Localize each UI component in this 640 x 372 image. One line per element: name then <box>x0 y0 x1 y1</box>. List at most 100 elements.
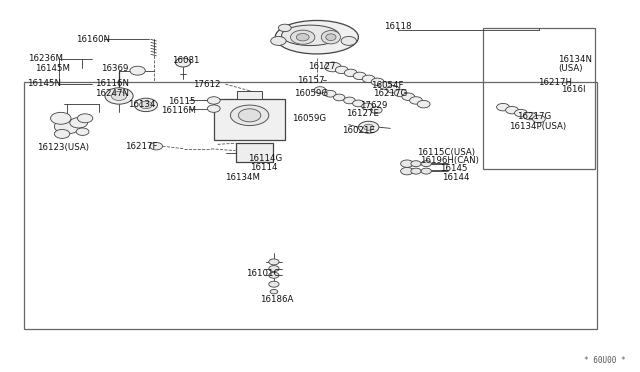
Text: 16157: 16157 <box>297 76 324 85</box>
Circle shape <box>51 112 71 124</box>
Text: 16116M: 16116M <box>161 106 196 115</box>
Text: 16134: 16134 <box>128 100 156 109</box>
Text: 16116N: 16116N <box>95 79 129 88</box>
Text: 16115: 16115 <box>168 97 195 106</box>
Text: 16134N: 16134N <box>558 55 592 64</box>
Text: 16145: 16145 <box>440 164 468 173</box>
Bar <box>237 91 262 99</box>
Text: 16059G: 16059G <box>294 89 328 98</box>
Circle shape <box>105 88 133 104</box>
Ellipse shape <box>275 20 358 54</box>
Circle shape <box>140 101 152 109</box>
Circle shape <box>417 100 430 108</box>
Text: 16114: 16114 <box>250 163 277 171</box>
Circle shape <box>207 105 220 112</box>
Bar <box>483 28 595 169</box>
Circle shape <box>411 168 421 174</box>
Text: 16247N: 16247N <box>95 89 129 98</box>
Circle shape <box>111 92 127 100</box>
Circle shape <box>362 75 375 83</box>
Circle shape <box>401 167 413 175</box>
Text: 16134P(USA): 16134P(USA) <box>509 122 566 131</box>
Text: 16196H(CAN): 16196H(CAN) <box>420 156 479 165</box>
Ellipse shape <box>291 30 315 44</box>
Circle shape <box>134 98 157 112</box>
Circle shape <box>207 97 220 104</box>
Circle shape <box>532 115 545 123</box>
Ellipse shape <box>326 34 336 41</box>
Circle shape <box>130 66 145 75</box>
Circle shape <box>314 87 326 93</box>
Circle shape <box>344 69 357 77</box>
Circle shape <box>278 24 291 32</box>
Circle shape <box>54 119 80 134</box>
Text: (USA): (USA) <box>558 64 582 73</box>
Circle shape <box>70 118 88 128</box>
Circle shape <box>515 109 527 117</box>
Circle shape <box>410 97 422 104</box>
Text: 16115C(USA): 16115C(USA) <box>417 148 476 157</box>
Text: 16134M: 16134M <box>225 173 260 182</box>
Circle shape <box>150 142 163 150</box>
Text: 16144: 16144 <box>442 173 470 182</box>
Circle shape <box>269 272 279 278</box>
Circle shape <box>269 266 279 272</box>
Text: 16217H: 16217H <box>538 78 572 87</box>
Text: 16217F: 16217F <box>125 142 158 151</box>
Circle shape <box>394 89 407 97</box>
Bar <box>24 82 597 329</box>
Ellipse shape <box>230 105 269 125</box>
Text: 16217G: 16217G <box>373 89 408 98</box>
Text: 16145M: 16145M <box>35 64 70 73</box>
Circle shape <box>269 281 279 287</box>
Circle shape <box>175 58 191 67</box>
Text: 16186A: 16186A <box>260 295 293 304</box>
Circle shape <box>364 124 374 130</box>
Circle shape <box>379 82 392 89</box>
Text: 16059G: 16059G <box>292 114 326 123</box>
Text: 16127E: 16127E <box>346 109 379 118</box>
Circle shape <box>421 168 431 174</box>
Circle shape <box>387 86 399 93</box>
Circle shape <box>76 128 89 135</box>
Bar <box>236 143 273 162</box>
Ellipse shape <box>239 109 261 122</box>
Circle shape <box>344 97 355 104</box>
Circle shape <box>497 103 509 111</box>
Text: 17629: 17629 <box>360 101 388 110</box>
Bar <box>214 99 285 140</box>
Text: 17612: 17612 <box>193 80 221 89</box>
Circle shape <box>271 36 286 45</box>
Text: 16236M: 16236M <box>28 54 63 62</box>
Circle shape <box>358 121 379 133</box>
Circle shape <box>506 106 518 114</box>
Text: 16118: 16118 <box>385 22 412 31</box>
Text: 16127: 16127 <box>308 62 336 71</box>
Text: 16114G: 16114G <box>248 154 283 163</box>
Circle shape <box>402 93 415 100</box>
Circle shape <box>324 90 336 97</box>
Circle shape <box>269 259 279 265</box>
Circle shape <box>54 129 70 138</box>
Text: * 60U00 *: * 60U00 * <box>584 356 626 365</box>
Ellipse shape <box>321 31 340 44</box>
Circle shape <box>270 289 278 294</box>
Ellipse shape <box>282 25 339 45</box>
Circle shape <box>333 94 345 101</box>
Circle shape <box>401 160 413 167</box>
Text: 16101C: 16101C <box>246 269 279 278</box>
Circle shape <box>335 66 348 74</box>
Circle shape <box>371 107 382 113</box>
Circle shape <box>411 161 421 167</box>
Circle shape <box>371 78 384 86</box>
Circle shape <box>353 72 366 80</box>
Text: 1616I: 1616I <box>561 85 586 94</box>
Text: 16145N: 16145N <box>27 79 61 88</box>
Ellipse shape <box>296 33 309 41</box>
Text: 16081: 16081 <box>172 56 199 65</box>
Circle shape <box>353 100 364 107</box>
Text: 16160N: 16160N <box>76 35 109 44</box>
Text: 16021E: 16021E <box>342 126 376 135</box>
Text: 16217G: 16217G <box>517 112 552 121</box>
Text: 16054F: 16054F <box>371 81 404 90</box>
